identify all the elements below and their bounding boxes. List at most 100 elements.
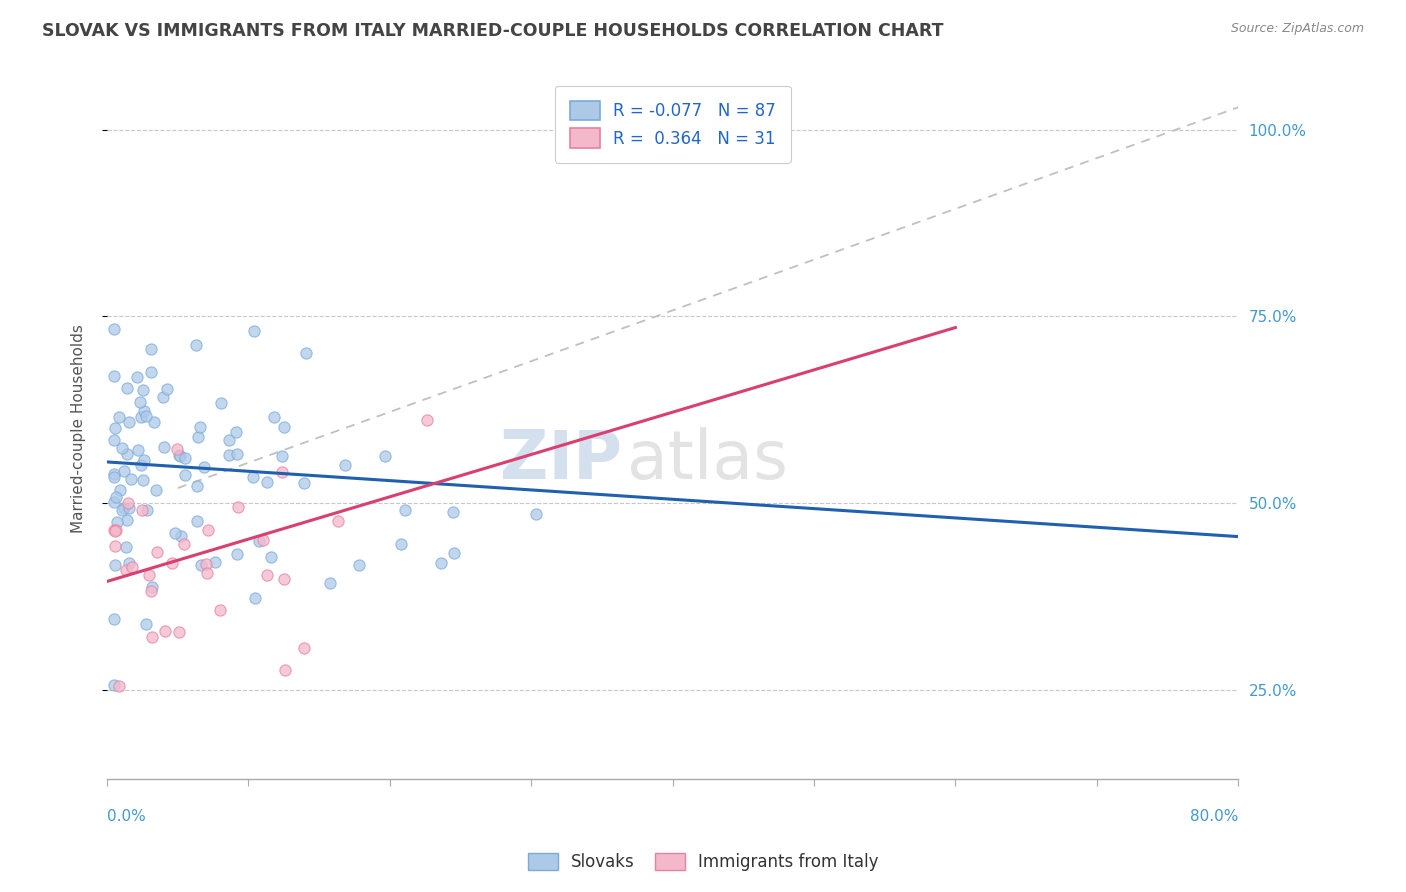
Point: [197, 523, 219, 537]
Point: [132, 473, 155, 487]
Point: [294, 641, 316, 656]
Point: [218, 433, 240, 447]
Point: [103, 611, 125, 625]
Text: SLOVAK VS IMMIGRANTS FROM ITALY MARRIED-COUPLE HOUSEHOLDS CORRELATION CHART: SLOVAK VS IMMIGRANTS FROM ITALY MARRIED-…: [42, 22, 943, 40]
Point: [112, 464, 135, 478]
Point: [118, 415, 141, 429]
Point: [114, 541, 136, 555]
Point: [184, 338, 207, 352]
Point: [153, 440, 176, 454]
Point: [167, 624, 190, 639]
Point: [145, 483, 167, 498]
Point: [274, 663, 297, 677]
Text: atlas: atlas: [627, 427, 789, 493]
Point: [349, 558, 371, 572]
Point: [104, 524, 127, 539]
Point: [138, 568, 160, 582]
Point: [115, 447, 138, 461]
Point: [117, 381, 139, 395]
Point: [270, 449, 292, 463]
Legend: R = -0.077   N = 87, R =  0.364   N = 31: R = -0.077 N = 87, R = 0.364 N = 31: [554, 86, 790, 162]
Point: [139, 365, 162, 379]
Point: [163, 526, 186, 541]
Point: [394, 502, 416, 516]
Point: [107, 679, 129, 693]
Point: [225, 447, 247, 461]
Point: [104, 421, 127, 435]
Point: [389, 537, 412, 551]
Point: [121, 560, 143, 574]
Point: [132, 384, 155, 398]
Point: [193, 460, 215, 475]
Point: [226, 547, 249, 561]
Point: [141, 630, 163, 644]
Point: [186, 515, 208, 529]
Point: [443, 546, 465, 560]
Point: [247, 534, 270, 549]
Y-axis label: Married-couple Households: Married-couple Households: [72, 324, 86, 533]
Point: [111, 502, 134, 516]
Point: [187, 429, 209, 443]
Point: [135, 503, 157, 517]
Point: [115, 563, 138, 577]
Point: [108, 410, 131, 425]
Point: [104, 558, 127, 572]
Point: [188, 419, 211, 434]
Point: [103, 470, 125, 484]
Point: [242, 470, 264, 484]
Point: [252, 533, 274, 547]
Point: [103, 524, 125, 538]
Point: [111, 441, 134, 455]
Point: [429, 556, 451, 570]
Text: 0.0%: 0.0%: [107, 809, 146, 824]
Point: [127, 443, 149, 458]
Point: [139, 584, 162, 599]
Point: [170, 529, 193, 543]
Point: [209, 395, 232, 409]
Point: [243, 591, 266, 605]
Point: [118, 557, 141, 571]
Point: [139, 342, 162, 356]
Point: [142, 415, 165, 429]
Point: [226, 500, 249, 514]
Point: [319, 576, 342, 591]
Point: [167, 448, 190, 462]
Point: [256, 568, 278, 582]
Point: [256, 475, 278, 489]
Point: [135, 617, 157, 632]
Point: [120, 472, 142, 486]
Point: [195, 557, 218, 571]
Point: [132, 453, 155, 467]
Point: [326, 514, 349, 528]
Point: [218, 448, 240, 462]
Point: [441, 505, 464, 519]
Point: [190, 558, 212, 573]
Point: [271, 465, 294, 479]
Point: [242, 325, 264, 339]
Point: [103, 322, 125, 336]
Point: [131, 502, 153, 516]
Point: [129, 409, 152, 424]
Point: [416, 413, 439, 427]
Point: [103, 677, 125, 691]
Point: [292, 476, 315, 491]
Point: [132, 403, 155, 417]
Point: [108, 483, 131, 497]
Point: [204, 555, 226, 569]
Point: [117, 496, 139, 510]
Point: [146, 544, 169, 558]
Point: [118, 501, 141, 516]
Point: [209, 603, 232, 617]
Point: [524, 507, 547, 521]
Point: [186, 479, 208, 493]
Point: [153, 624, 176, 639]
Point: [129, 458, 152, 472]
Point: [128, 395, 150, 409]
Point: [115, 512, 138, 526]
Point: [333, 458, 356, 472]
Point: [160, 556, 183, 570]
Point: [174, 467, 197, 482]
Legend: Slovaks, Immigrants from Italy: Slovaks, Immigrants from Italy: [519, 845, 887, 880]
Point: [103, 368, 125, 383]
Point: [104, 524, 127, 538]
